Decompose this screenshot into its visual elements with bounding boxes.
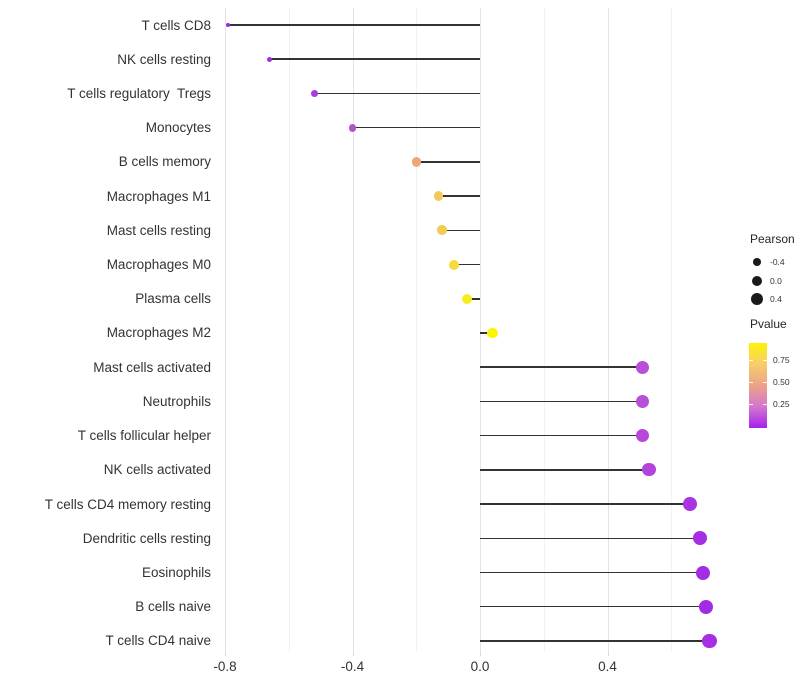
- lollipop-stem: [480, 332, 493, 334]
- size-legend-entry: -0.4: [744, 253, 785, 272]
- size-legend-key: [744, 292, 770, 306]
- colorbar-label: 0.50: [773, 377, 790, 388]
- gridline-major: [225, 8, 226, 652]
- category-label: Eosinophils: [141, 565, 211, 581]
- gridline-major: [607, 8, 609, 652]
- lollipop-stem: [467, 298, 480, 300]
- lollipop-dot: [683, 497, 698, 511]
- colorbar-tick: [763, 360, 767, 361]
- gridline-major: [352, 8, 354, 652]
- size-legend-dot: [750, 292, 764, 306]
- lollipop-dot: [462, 293, 473, 304]
- size-legend-entry: 0.0: [744, 272, 782, 291]
- lollipop-dot: [226, 23, 230, 27]
- lollipop-stem: [314, 92, 480, 95]
- lollipop-dot: [310, 90, 318, 97]
- size-legend-label: -0.4: [770, 256, 785, 267]
- lollipop-stem: [228, 24, 480, 26]
- x-tick-label: 0.4: [598, 659, 617, 674]
- size-legend-dot: [751, 275, 763, 287]
- category-label: Macrophages M1: [106, 188, 211, 204]
- lollipop-dot: [635, 360, 650, 374]
- lollipop-stem: [480, 571, 704, 574]
- category-label: NK cells resting: [117, 51, 211, 67]
- lollipop-dot: [699, 599, 714, 614]
- category-label: B cells naive: [135, 599, 211, 615]
- x-tick-mark: [607, 652, 609, 656]
- x-tick-label: 0.0: [470, 659, 490, 674]
- lollipop-stem: [480, 366, 643, 368]
- lollipop-stem: [480, 434, 643, 437]
- lollipop-stem: [480, 537, 700, 540]
- lollipop-stem: [480, 503, 691, 505]
- x-tick-mark: [352, 652, 354, 656]
- colorbar-label: 0.25: [773, 399, 790, 410]
- lollipop-dot: [635, 429, 650, 443]
- gridline-minor: [543, 8, 545, 652]
- size-legend-label: 0.0: [770, 275, 782, 286]
- lollipop-dot: [449, 259, 460, 270]
- category-label: Macrophages M2: [106, 325, 211, 341]
- gridline-major: [480, 8, 481, 652]
- lollipop-stem: [480, 400, 643, 403]
- lollipop-dot: [411, 157, 421, 167]
- size-legend-title: Pearson: [750, 232, 795, 246]
- lollipop-stem: [480, 605, 707, 608]
- category-label: NK cells activated: [103, 462, 211, 478]
- lollipop-stem: [480, 469, 649, 471]
- lollipop-dot: [348, 123, 357, 132]
- lollipop-dot: [433, 191, 444, 201]
- category-label: Monocytes: [145, 120, 211, 136]
- pvalue-colorbar: [749, 343, 767, 428]
- x-tick-label: -0.8: [213, 659, 237, 674]
- lollipop-stem: [438, 195, 480, 197]
- category-label: T cells follicular helper: [77, 428, 211, 444]
- category-label: Macrophages M0: [106, 257, 211, 273]
- lollipop-dot: [702, 633, 717, 648]
- color-legend-title: Pvalue: [750, 317, 787, 331]
- size-legend-key: [744, 258, 770, 266]
- size-legend-label: 0.4: [770, 293, 782, 304]
- category-label: Mast cells resting: [106, 222, 211, 238]
- lollipop-stem: [269, 58, 480, 60]
- category-label: T cells CD8: [141, 17, 211, 33]
- category-label: T cells regulatory Tregs: [67, 85, 211, 101]
- lollipop-stem: [480, 640, 710, 642]
- gridline-minor: [416, 8, 418, 652]
- lollipop-dot: [635, 394, 650, 408]
- lollipop-dot: [692, 531, 707, 546]
- colorbar-tick: [749, 404, 753, 406]
- lollipop-dot: [266, 56, 273, 62]
- lollipop-stem: [441, 229, 480, 232]
- colorbar-tick: [763, 382, 767, 384]
- size-legend-dot: [753, 258, 761, 266]
- size-legend-key: [744, 275, 770, 287]
- lollipop-dot: [696, 565, 711, 580]
- lollipop-stem: [416, 161, 480, 163]
- lollipop-stem: [454, 263, 480, 266]
- category-label: B cells memory: [118, 154, 211, 170]
- category-label: Plasma cells: [135, 291, 211, 307]
- lollipop-dot: [642, 463, 656, 477]
- category-label: Dendritic cells resting: [82, 530, 211, 546]
- colorbar-tick: [749, 360, 753, 361]
- x-tick-mark: [480, 652, 481, 656]
- lollipop-dot: [436, 225, 447, 236]
- lollipop-dot: [487, 327, 499, 339]
- category-label: T cells CD4 naive: [105, 633, 211, 649]
- x-tick-mark: [225, 652, 226, 656]
- colorbar-tick: [763, 404, 767, 406]
- gridline-minor: [671, 8, 673, 652]
- category-label: T cells CD4 memory resting: [44, 496, 211, 512]
- colorbar-tick: [749, 382, 753, 384]
- category-label: Neutrophils: [142, 393, 211, 409]
- x-tick-label: -0.4: [340, 659, 365, 674]
- lollipop-stem: [352, 126, 480, 129]
- colorbar-label: 0.75: [773, 355, 790, 365]
- category-label: Mast cells activated: [93, 359, 211, 375]
- gridline-minor: [288, 8, 290, 652]
- size-legend-entry: 0.4: [744, 290, 782, 309]
